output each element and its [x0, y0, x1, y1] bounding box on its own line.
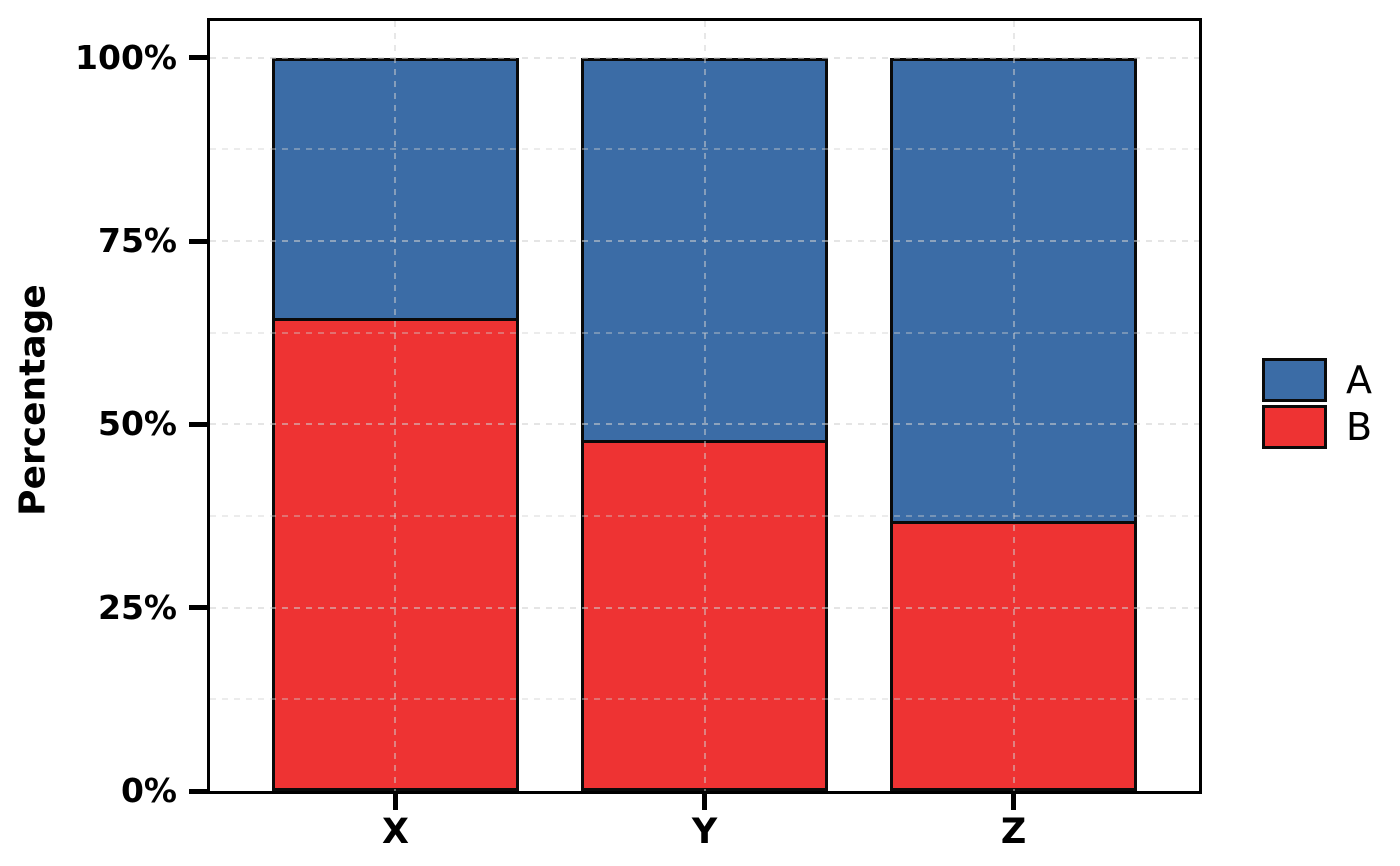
y-tick-label-75%: 75%	[98, 221, 177, 260]
y-tick-mark-75%	[189, 238, 207, 244]
y-tick-mark-0%	[189, 788, 207, 794]
y-tick-label-25%: 25%	[98, 587, 177, 627]
legend-label-B: B	[1346, 405, 1373, 449]
bar-X-segment-A	[271, 57, 520, 321]
bar-Y-segment-A	[580, 57, 829, 444]
x-tick-label-Z: Z	[1000, 812, 1027, 852]
bar-Z-segment-A	[889, 57, 1138, 525]
bar-X-segment-B	[271, 318, 520, 791]
y-tick-label-100%: 100%	[75, 37, 177, 77]
legend-swatch-A	[1262, 358, 1327, 402]
y-tick-mark-25%	[189, 605, 207, 611]
y-axis-title: Percentage	[12, 284, 54, 516]
legend-item-B: B	[1262, 405, 1372, 449]
y-tick-label-50%: 50%	[98, 404, 177, 444]
y-tick-label-0%: 0%	[120, 771, 177, 810]
x-tick-mark-Z	[1011, 794, 1017, 810]
y-tick-mark-50%	[189, 421, 207, 427]
plot-panel	[207, 18, 1202, 794]
legend-label-A: A	[1346, 358, 1372, 402]
legend-swatch-B	[1262, 405, 1327, 449]
x-tick-label-Y: Y	[691, 812, 718, 852]
x-tick-mark-X	[392, 794, 398, 810]
x-tick-label-X: X	[381, 812, 409, 852]
y-tick-mark-100%	[189, 55, 207, 61]
x-tick-mark-Y	[702, 794, 707, 810]
bar-Z-segment-B	[889, 521, 1138, 791]
bar-Y-segment-B	[580, 440, 829, 791]
legend-item-A: A	[1262, 358, 1372, 402]
